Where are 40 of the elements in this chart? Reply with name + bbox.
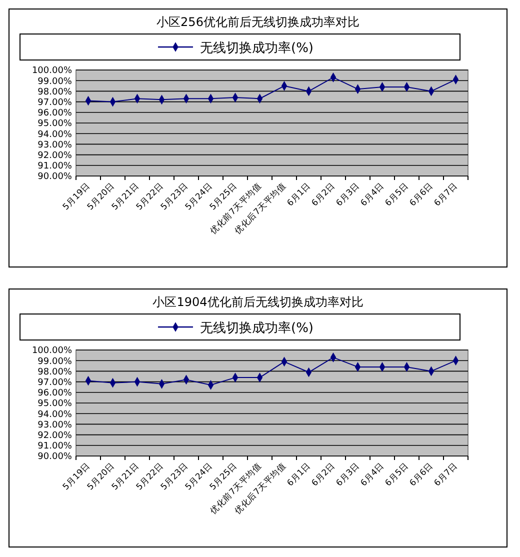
- y-tick-label: 99.00%: [38, 76, 72, 87]
- chart-title: 小区1904优化前后无线切换成功率对比: [152, 295, 364, 309]
- x-tick-label: 6月5日: [384, 181, 411, 209]
- x-tick-label: 6月1日: [286, 461, 313, 489]
- x-tick-label: 6月4日: [359, 181, 386, 209]
- y-tick-label: 91.00%: [38, 162, 72, 172]
- x-tick-label: 6月1日: [286, 181, 313, 209]
- x-tick-label: 6月3日: [334, 181, 362, 209]
- x-tick-label: 6月6日: [408, 461, 436, 489]
- y-tick-label: 94.00%: [38, 410, 72, 420]
- legend-label: 无线切换成功率(%): [200, 40, 314, 56]
- x-tick-label: 6月2日: [310, 181, 338, 209]
- y-tick-label: 96.00%: [38, 108, 72, 119]
- chart-title: 小区256优化前后无线切换成功率对比: [156, 15, 360, 29]
- y-tick-label: 99.00%: [38, 356, 72, 367]
- x-tick-label: 6月6日: [408, 181, 436, 209]
- y-tick-label: 95.00%: [38, 119, 72, 130]
- y-tick-label: 96.00%: [38, 388, 72, 399]
- y-tick-label: 95.00%: [38, 399, 72, 410]
- x-tick-label: 6月2日: [310, 461, 338, 489]
- y-tick-label: 92.00%: [38, 430, 72, 441]
- x-tick-label: 6月4日: [359, 461, 386, 489]
- y-tick-label: 92.00%: [38, 150, 72, 161]
- y-tick-label: 94.00%: [38, 130, 72, 140]
- y-tick-label: 98.00%: [38, 87, 72, 98]
- y-tick-label: 93.00%: [38, 140, 72, 150]
- x-tick-label: 6月3日: [334, 461, 362, 489]
- y-tick-label: 91.00%: [38, 442, 72, 452]
- y-tick-label: 97.00%: [38, 98, 72, 108]
- x-tick-label: 6月5日: [384, 461, 411, 489]
- y-tick-label: 93.00%: [38, 420, 72, 430]
- y-tick-label: 90.00%: [38, 452, 72, 462]
- y-tick-label: 100.00%: [32, 346, 72, 356]
- x-tick-label: 6月7日: [432, 181, 460, 209]
- y-tick-label: 98.00%: [38, 367, 72, 378]
- y-tick-label: 100.00%: [32, 66, 72, 76]
- x-tick-label: 6月7日: [432, 461, 460, 489]
- y-tick-label: 90.00%: [38, 172, 72, 182]
- y-tick-label: 97.00%: [38, 378, 72, 388]
- legend-label: 无线切换成功率(%): [200, 320, 314, 336]
